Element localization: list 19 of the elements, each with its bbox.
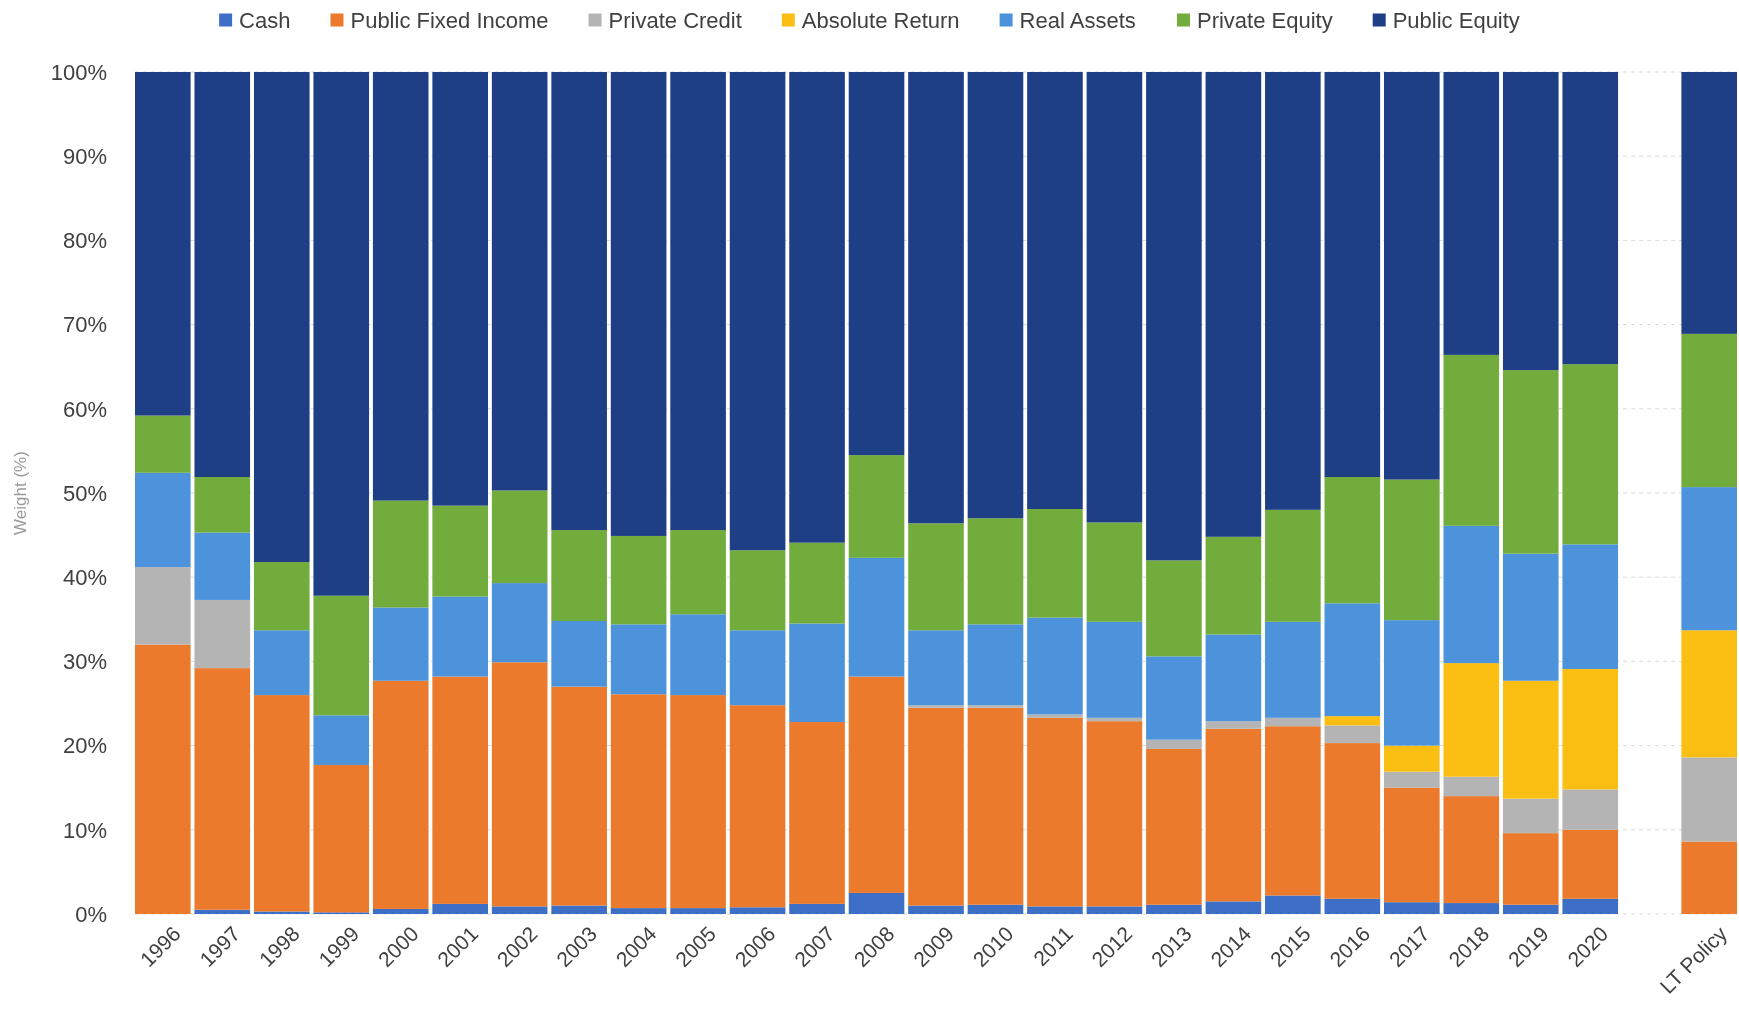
legend-label: Private Credit bbox=[608, 7, 742, 33]
legend-label: Real Assets bbox=[1019, 7, 1136, 33]
legend-label: Public Equity bbox=[1392, 7, 1520, 33]
y-tick-label: 70% bbox=[62, 312, 107, 338]
y-tick-label: 30% bbox=[62, 649, 107, 675]
y-tick-label: 90% bbox=[62, 143, 107, 169]
legend-label: Private Equity bbox=[1196, 7, 1333, 33]
y-tick-label: 100% bbox=[50, 59, 107, 85]
y-axis-title: Weight (%) bbox=[11, 451, 30, 535]
y-tick-label: 20% bbox=[62, 733, 107, 759]
y-tick-label: 40% bbox=[62, 564, 107, 590]
y-tick-label: 60% bbox=[62, 396, 107, 422]
y-tick-label: 10% bbox=[62, 817, 107, 843]
legend-label: Public Fixed Income bbox=[350, 7, 549, 33]
legend-label: Absolute Return bbox=[801, 7, 960, 33]
y-tick-label: 80% bbox=[62, 228, 107, 254]
legend-label: Cash bbox=[239, 7, 291, 33]
y-tick-label: 50% bbox=[62, 480, 107, 506]
y-tick-label: 0% bbox=[75, 901, 107, 927]
